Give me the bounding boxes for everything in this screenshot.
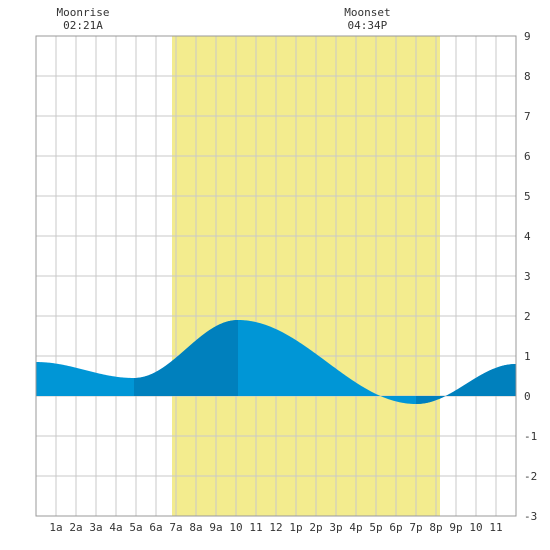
x-tick-label: 9a — [209, 521, 222, 534]
y-tick-label: 5 — [524, 190, 531, 203]
y-tick-label: 1 — [524, 350, 531, 363]
tide-area-band — [134, 320, 238, 396]
x-tick-label: 5a — [129, 521, 142, 534]
x-tick-label: 6p — [389, 521, 402, 534]
y-tick-label: 4 — [524, 230, 531, 243]
x-tick-label: 11 — [489, 521, 502, 534]
x-tick-label: 8p — [429, 521, 442, 534]
x-tick-label: 7a — [169, 521, 182, 534]
moon-event-time: 04:34P — [348, 19, 388, 32]
moon-event-time: 02:21A — [63, 19, 103, 32]
y-tick-label: -1 — [524, 430, 537, 443]
x-tick-label: 9p — [449, 521, 462, 534]
x-tick-label: 10 — [469, 521, 482, 534]
x-tick-label: 7p — [409, 521, 422, 534]
y-tick-label: 0 — [524, 390, 531, 403]
y-tick-label: 2 — [524, 310, 531, 323]
x-tick-label: 10 — [229, 521, 242, 534]
x-tick-label: 11 — [249, 521, 262, 534]
tide-area — [36, 320, 516, 404]
x-tick-label: 3a — [89, 521, 102, 534]
x-tick-label: 1p — [289, 521, 302, 534]
y-tick-label: -3 — [524, 510, 537, 523]
x-tick-label: 8a — [189, 521, 202, 534]
moon-event-label: Moonrise — [57, 6, 110, 19]
x-tick-label: 12 — [269, 521, 282, 534]
moon-event-label: Moonset — [344, 6, 390, 19]
x-tick-label: 2a — [69, 521, 82, 534]
y-tick-label: -2 — [524, 470, 537, 483]
x-tick-label: 4p — [349, 521, 362, 534]
x-tick-label: 2p — [309, 521, 322, 534]
x-tick-label: 4a — [109, 521, 122, 534]
x-tick-label: 3p — [329, 521, 342, 534]
x-tick-label: 5p — [369, 521, 382, 534]
y-tick-label: 7 — [524, 110, 531, 123]
x-tick-label: 6a — [149, 521, 162, 534]
y-tick-label: 6 — [524, 150, 531, 163]
plot-frame — [35, 35, 517, 517]
x-tick-label: 1a — [49, 521, 62, 534]
y-tick-label: 8 — [524, 70, 531, 83]
y-tick-label: 9 — [524, 30, 531, 43]
tide-area-band — [416, 364, 516, 404]
y-tick-label: 3 — [524, 270, 531, 283]
